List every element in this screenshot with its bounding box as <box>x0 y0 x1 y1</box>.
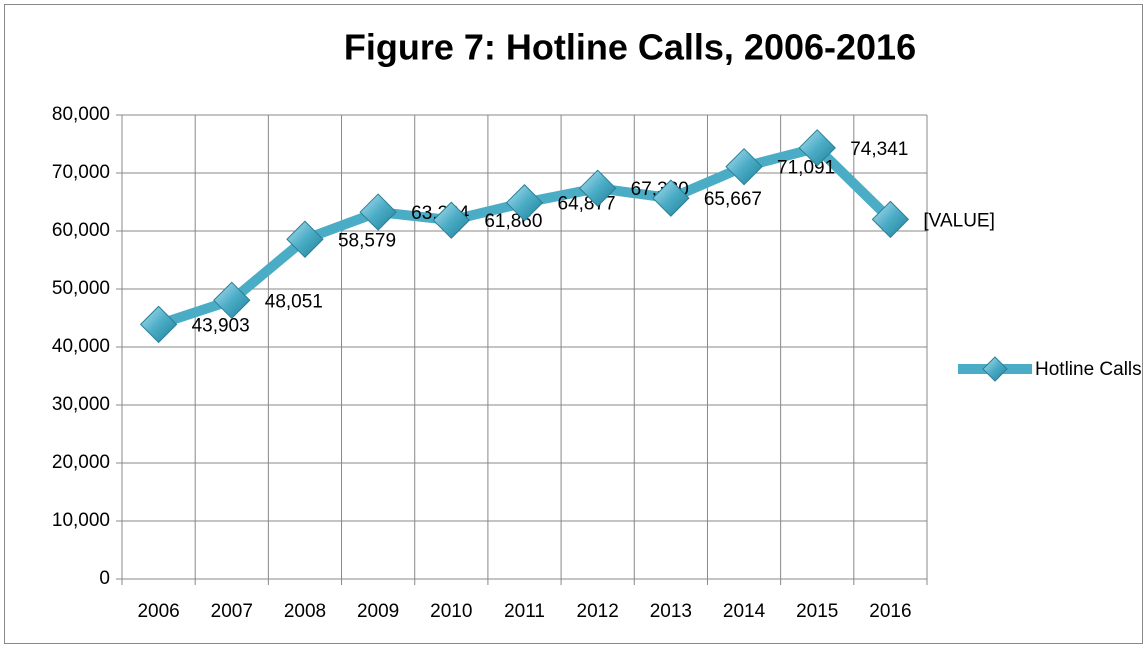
data-label: 48,051 <box>265 291 323 312</box>
data-point <box>798 129 836 167</box>
y-tick-label: 0 <box>99 568 110 589</box>
data-label: 74,341 <box>850 139 908 160</box>
chart-frame <box>4 4 1143 644</box>
y-tick-label: 60,000 <box>52 220 110 241</box>
x-tick-label: 2011 <box>504 601 545 622</box>
y-tick-label: 30,000 <box>52 394 110 415</box>
data-label: 43,903 <box>192 315 250 336</box>
x-tick-label: 2012 <box>577 601 619 622</box>
y-tick-label: 70,000 <box>52 162 110 183</box>
y-tick-label: 40,000 <box>52 336 110 357</box>
y-tick-label: 50,000 <box>52 278 110 299</box>
legend-label: Hotline Calls <box>1035 359 1142 380</box>
x-tick-label: 2014 <box>723 601 766 622</box>
data-point <box>578 169 617 207</box>
data-label: 71,091 <box>777 158 835 179</box>
data-label: 61,860 <box>484 211 542 232</box>
data-point <box>432 201 471 239</box>
data-point <box>359 193 397 231</box>
x-tick-label: 2006 <box>137 601 179 622</box>
data-label: 58,579 <box>338 230 396 251</box>
data-label: 65,667 <box>704 189 762 210</box>
data-label: [VALUE] <box>923 210 994 231</box>
x-tick-label: 2008 <box>284 601 326 622</box>
x-tick-label: 2013 <box>650 601 692 622</box>
data-point <box>871 200 910 239</box>
data-point <box>652 179 690 217</box>
data-point <box>286 220 324 258</box>
x-tick-label: 2016 <box>869 601 911 622</box>
y-tick-label: 80,000 <box>52 104 110 125</box>
x-tick-label: 2010 <box>430 601 472 622</box>
x-tick-label: 2007 <box>211 601 253 622</box>
data-point <box>213 281 251 320</box>
data-point <box>725 147 763 186</box>
data-point <box>505 184 544 222</box>
data-point <box>139 305 178 344</box>
legend-marker <box>982 356 1008 382</box>
x-tick-label: 2015 <box>796 601 838 622</box>
y-tick-label: 10,000 <box>52 510 110 531</box>
y-tick-label: 20,000 <box>52 452 110 473</box>
x-tick-label: 2009 <box>357 601 399 622</box>
chart-title: Figure 7: Hotline Calls, 2006-2016 <box>344 27 916 68</box>
